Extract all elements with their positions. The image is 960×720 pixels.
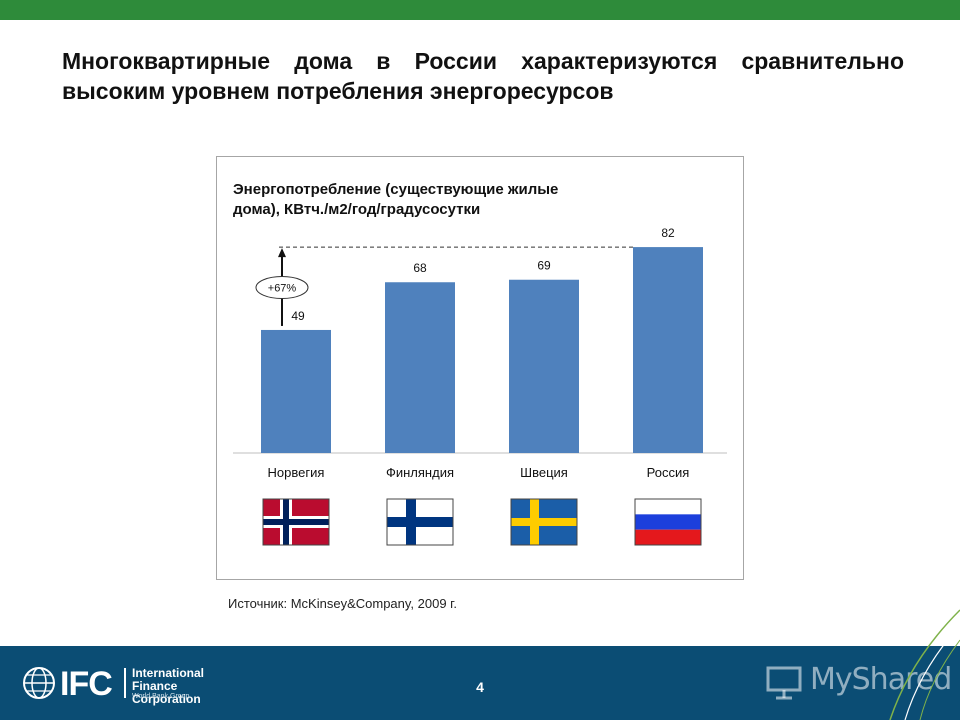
logo-separator [124, 668, 126, 698]
ifc-logo-name-line2: Finance Corporation [132, 679, 201, 706]
ifc-logo-mark: IFC [60, 665, 113, 703]
data-label-2: 68 [413, 261, 427, 275]
footer: IFC International Finance Corporation Wo… [0, 646, 960, 720]
chart-title-line1: Энергопотребление (существующие жилые [233, 181, 558, 198]
data-label-3: 69 [537, 259, 551, 273]
bar-3 [509, 279, 579, 453]
globe-icon [23, 667, 55, 699]
growth-annotation-text: +67% [268, 283, 297, 295]
category-label-3: Швеция [520, 465, 568, 480]
data-label-1: 49 [291, 309, 305, 323]
growth-arrow-head [278, 248, 286, 258]
norway-flag [262, 498, 330, 546]
ifc-logo-subtitle: World Bank Group [132, 693, 190, 700]
sweden-flag [510, 498, 578, 546]
source-note: Источник: McKinsey&Company, 2009 г. [228, 596, 457, 611]
bar-chart: Энергопотребление (существующие жилые дом… [233, 181, 727, 546]
category-label-1: Норвегия [268, 465, 325, 480]
ifc-logo-name: International Finance Corporation [132, 667, 232, 706]
category-label-2: Финляндия [386, 465, 454, 480]
slide-title: Многоквартирные дома в России характериз… [62, 48, 904, 104]
growth-annotation-badge [255, 276, 309, 300]
chart-title-line2: дома), КВтч./м2/год/градусосутки [233, 201, 480, 218]
presentation-icon [766, 666, 802, 700]
chart-frame: Энергопотребление (существующие жилые дом… [216, 156, 744, 580]
russia-flag [634, 498, 702, 546]
ifc-logo: IFC International Finance Corporation Wo… [22, 664, 232, 706]
bar-2 [385, 282, 455, 453]
ifc-logo-name-line1: International [132, 666, 205, 680]
finland-flag [386, 498, 454, 546]
bar-1 [261, 329, 331, 453]
top-accent-bar [0, 0, 960, 20]
category-label-4: Россия [647, 465, 690, 480]
decorative-lines [889, 609, 960, 720]
page-number: 4 [476, 679, 484, 695]
data-label-4: 82 [661, 226, 675, 240]
bar-4 [633, 247, 703, 453]
